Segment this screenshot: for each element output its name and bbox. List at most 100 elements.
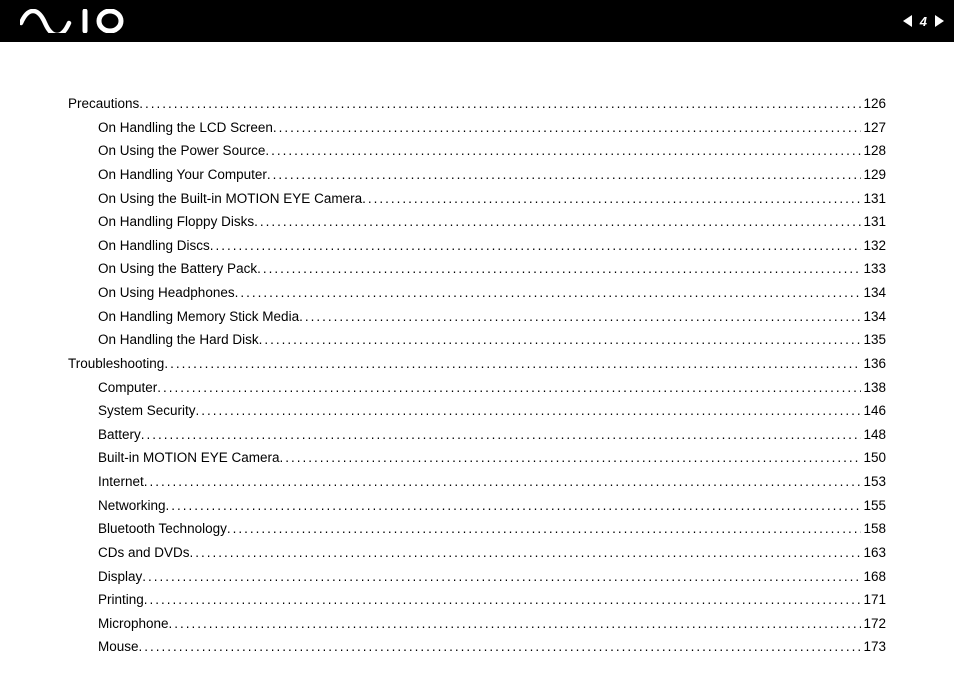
toc-page-number: 128 bbox=[861, 139, 886, 163]
toc-page-number: 126 bbox=[861, 92, 886, 116]
page-navigator: 4 bbox=[903, 14, 944, 29]
toc-row[interactable]: Computer 138 bbox=[68, 376, 886, 400]
toc-label: On Handling Floppy Disks bbox=[98, 210, 254, 234]
toc-row[interactable]: Printing 171 bbox=[68, 588, 886, 612]
toc-leader-dots bbox=[196, 399, 862, 423]
toc-leader-dots bbox=[280, 446, 862, 470]
toc-leader-dots bbox=[144, 470, 862, 494]
toc-label: On Handling Memory Stick Media bbox=[98, 305, 299, 329]
toc-label: On Using the Power Source bbox=[98, 139, 265, 163]
toc-row[interactable]: On Handling Floppy Disks 131 bbox=[68, 210, 886, 234]
toc-page-number: 131 bbox=[861, 210, 886, 234]
toc-leader-dots bbox=[265, 139, 861, 163]
toc-row[interactable]: CDs and DVDs 163 bbox=[68, 541, 886, 565]
toc-row[interactable]: On Handling the LCD Screen 127 bbox=[68, 116, 886, 140]
toc-leader-dots bbox=[254, 210, 861, 234]
toc-page-number: 132 bbox=[861, 234, 886, 258]
toc-leader-dots bbox=[139, 92, 861, 116]
toc-page-number: 155 bbox=[861, 494, 886, 518]
toc-label: Troubleshooting bbox=[68, 352, 164, 376]
toc-page-number: 129 bbox=[861, 163, 886, 187]
toc-leader-dots bbox=[142, 565, 861, 589]
toc-leader-dots bbox=[141, 423, 862, 447]
toc-page-number: 168 bbox=[861, 565, 886, 589]
toc-label: Mouse bbox=[98, 635, 139, 659]
toc-page-number: 148 bbox=[861, 423, 886, 447]
toc-label: On Handling the Hard Disk bbox=[98, 328, 259, 352]
toc-leader-dots bbox=[169, 612, 862, 636]
toc-page-number: 135 bbox=[861, 328, 886, 352]
toc-page-number: 133 bbox=[861, 257, 886, 281]
toc-leader-dots bbox=[210, 234, 862, 258]
toc-leader-dots bbox=[362, 187, 861, 211]
toc-label: Bluetooth Technology bbox=[98, 517, 227, 541]
toc-page-number: 153 bbox=[861, 470, 886, 494]
toc-row[interactable]: System Security 146 bbox=[68, 399, 886, 423]
toc-label: System Security bbox=[98, 399, 196, 423]
vaio-logo bbox=[20, 9, 150, 33]
toc-leader-dots bbox=[259, 328, 862, 352]
toc-row[interactable]: On Using the Power Source 128 bbox=[68, 139, 886, 163]
toc-content: Precautions 126On Handling the LCD Scree… bbox=[0, 42, 954, 679]
toc-page-number: 127 bbox=[861, 116, 886, 140]
toc-leader-dots bbox=[157, 376, 861, 400]
toc-leader-dots bbox=[257, 257, 861, 281]
toc-label: Display bbox=[98, 565, 142, 589]
toc-leader-dots bbox=[273, 116, 862, 140]
toc-label: Built-in MOTION EYE Camera bbox=[98, 446, 280, 470]
toc-label: Internet bbox=[98, 470, 144, 494]
toc-row[interactable]: Mouse 173 bbox=[68, 635, 886, 659]
toc-row[interactable]: On Handling Memory Stick Media 134 bbox=[68, 305, 886, 329]
toc-label: On Using Headphones bbox=[98, 281, 235, 305]
next-page-icon[interactable] bbox=[935, 15, 944, 27]
toc-row[interactable]: On Using Headphones 134 bbox=[68, 281, 886, 305]
toc-leader-dots bbox=[267, 163, 862, 187]
toc-label: Printing bbox=[98, 588, 144, 612]
toc-page-number: 173 bbox=[861, 635, 886, 659]
toc-row[interactable]: On Using the Battery Pack 133 bbox=[68, 257, 886, 281]
toc-label: On Using the Built-in MOTION EYE Camera bbox=[98, 187, 362, 211]
toc-label: Precautions bbox=[68, 92, 139, 116]
toc-label: On Handling the LCD Screen bbox=[98, 116, 273, 140]
toc-label: On Using the Battery Pack bbox=[98, 257, 257, 281]
toc-leader-dots bbox=[144, 588, 862, 612]
toc-row[interactable]: Display 168 bbox=[68, 565, 886, 589]
toc-page-number: 134 bbox=[861, 305, 886, 329]
toc-row[interactable]: On Handling the Hard Disk 135 bbox=[68, 328, 886, 352]
toc-page-number: 136 bbox=[861, 352, 886, 376]
toc-label: Computer bbox=[98, 376, 157, 400]
toc-leader-dots bbox=[164, 352, 861, 376]
toc-row[interactable]: On Handling Discs 132 bbox=[68, 234, 886, 258]
toc-row[interactable]: Internet 153 bbox=[68, 470, 886, 494]
toc-page-number: 172 bbox=[861, 612, 886, 636]
toc-row[interactable]: Precautions 126 bbox=[68, 92, 886, 116]
toc-row[interactable]: Battery 148 bbox=[68, 423, 886, 447]
toc-leader-dots bbox=[299, 305, 861, 329]
toc-page-number: 138 bbox=[861, 376, 886, 400]
toc-label: CDs and DVDs bbox=[98, 541, 190, 565]
toc-leader-dots bbox=[139, 635, 862, 659]
toc-page-number: 131 bbox=[861, 187, 886, 211]
toc-leader-dots bbox=[235, 281, 862, 305]
toc-row[interactable]: Microphone 172 bbox=[68, 612, 886, 636]
toc-label: Networking bbox=[98, 494, 166, 518]
toc-page-number: 150 bbox=[861, 446, 886, 470]
toc-page-number: 134 bbox=[861, 281, 886, 305]
toc-row[interactable]: Built-in MOTION EYE Camera 150 bbox=[68, 446, 886, 470]
toc-page-number: 146 bbox=[861, 399, 886, 423]
toc-page-number: 158 bbox=[861, 517, 886, 541]
toc-row[interactable]: Troubleshooting 136 bbox=[68, 352, 886, 376]
toc-label: On Handling Discs bbox=[98, 234, 210, 258]
toc-label: Battery bbox=[98, 423, 141, 447]
toc-leader-dots bbox=[166, 494, 862, 518]
document-header: 4 bbox=[0, 0, 954, 42]
toc-page-number: 163 bbox=[861, 541, 886, 565]
toc-leader-dots bbox=[227, 517, 862, 541]
toc-row[interactable]: On Using the Built-in MOTION EYE Camera … bbox=[68, 187, 886, 211]
toc-row[interactable]: On Handling Your Computer 129 bbox=[68, 163, 886, 187]
toc-row[interactable]: Bluetooth Technology 158 bbox=[68, 517, 886, 541]
toc-label: Microphone bbox=[98, 612, 169, 636]
toc-leader-dots bbox=[190, 541, 862, 565]
toc-row[interactable]: Networking 155 bbox=[68, 494, 886, 518]
prev-page-icon[interactable] bbox=[903, 15, 912, 27]
